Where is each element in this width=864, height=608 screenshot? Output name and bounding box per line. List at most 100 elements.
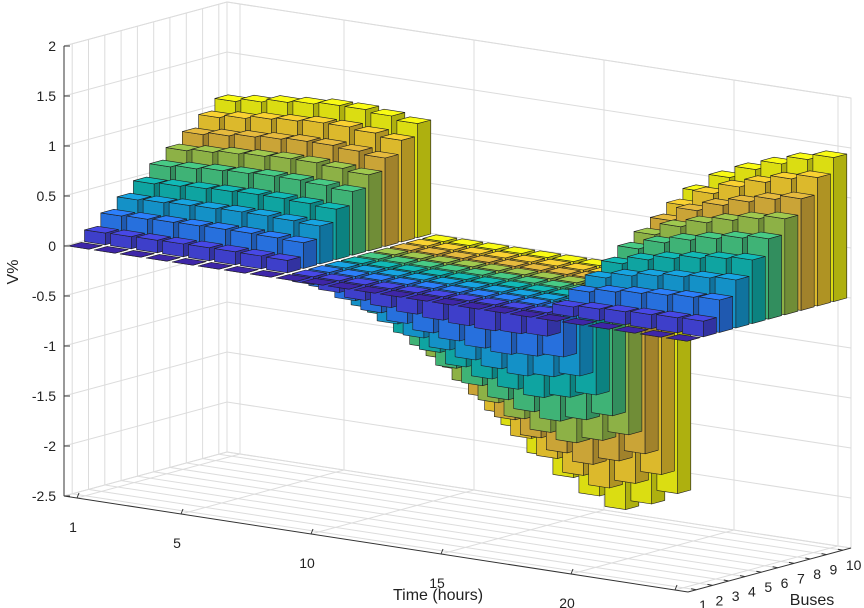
bar-side-face bbox=[352, 187, 366, 256]
bar-top-face bbox=[256, 230, 292, 239]
bar-top-face bbox=[263, 191, 298, 199]
bar-top-face bbox=[126, 212, 161, 220]
bar bbox=[223, 266, 259, 274]
y-tick-mark bbox=[821, 553, 827, 556]
y-tick-label: 2 bbox=[715, 592, 723, 608]
bar bbox=[613, 326, 649, 334]
bar-top-face bbox=[415, 247, 451, 255]
bar-top-face bbox=[562, 262, 597, 271]
bar-top-face bbox=[194, 201, 230, 210]
bar-top-face bbox=[467, 255, 503, 263]
bar-top-face bbox=[493, 259, 529, 267]
x-axis-line bbox=[63, 495, 689, 593]
bar-top-face bbox=[240, 249, 275, 257]
bar-side-face bbox=[800, 194, 815, 311]
bar-top-face bbox=[474, 297, 509, 306]
x-tick-label: 20 bbox=[559, 595, 575, 608]
bar-top-face bbox=[490, 293, 526, 301]
bar-top-face bbox=[561, 318, 597, 326]
bar bbox=[665, 334, 701, 342]
y-axis-label: Buses bbox=[790, 592, 834, 608]
z-tick-label: -1.5 bbox=[32, 388, 56, 404]
bar-top-face bbox=[373, 247, 409, 256]
bar-top-face bbox=[185, 181, 220, 189]
bar-top-face bbox=[497, 280, 532, 288]
z-tick-label: 0.5 bbox=[37, 188, 57, 204]
bar-top-face bbox=[500, 301, 535, 310]
x-tick-label: 1 bbox=[69, 519, 77, 535]
bar-top-face bbox=[201, 163, 236, 172]
gridline-z bbox=[63, 401, 852, 499]
x-tick-mark bbox=[76, 492, 80, 499]
bar-top-face bbox=[162, 237, 197, 245]
bar-top-face bbox=[682, 314, 717, 322]
z-tick-label: 1.5 bbox=[37, 88, 57, 104]
bar-top-face bbox=[230, 226, 266, 234]
bar-top-face bbox=[656, 310, 691, 319]
bar-top-face bbox=[431, 298, 467, 306]
bar-top-face bbox=[302, 115, 337, 124]
bar-top-face bbox=[513, 276, 548, 284]
y-tick-label: 6 bbox=[781, 575, 789, 591]
bar-top-face bbox=[412, 281, 448, 289]
bar bbox=[509, 310, 545, 318]
bar bbox=[483, 306, 519, 314]
bar-top-face bbox=[812, 150, 848, 158]
bar-top-face bbox=[298, 218, 334, 227]
bar bbox=[353, 286, 389, 294]
bar-top-face bbox=[457, 302, 493, 310]
bar-top-face bbox=[526, 250, 562, 258]
bar-top-face bbox=[178, 218, 213, 227]
bar-top-face bbox=[396, 116, 432, 124]
y-axis-line bbox=[687, 547, 852, 593]
bar-top-face bbox=[552, 254, 588, 262]
bar bbox=[405, 294, 441, 302]
bar bbox=[578, 301, 613, 322]
bar-side-face bbox=[719, 296, 734, 333]
bar-top-face bbox=[159, 179, 194, 187]
bar-top-face bbox=[435, 264, 470, 272]
bar-top-face bbox=[500, 246, 536, 254]
y-tick-label: 5 bbox=[764, 579, 772, 595]
bar-top-face bbox=[347, 167, 383, 176]
bar-top-face bbox=[367, 260, 402, 268]
y-tick-label: 3 bbox=[732, 588, 740, 604]
y-tick-mark bbox=[805, 557, 811, 560]
bar-top-face bbox=[441, 251, 477, 259]
bar-top-face bbox=[353, 286, 389, 294]
bar-top-face bbox=[422, 289, 457, 298]
bar-top-face bbox=[386, 277, 422, 285]
bar-top-face bbox=[461, 268, 496, 276]
bar-top-face bbox=[796, 170, 831, 178]
bar-top-face bbox=[217, 146, 253, 155]
z-tick-label: 0 bbox=[48, 238, 56, 254]
bar-top-face bbox=[510, 254, 545, 263]
bar-top-face bbox=[519, 263, 555, 271]
bar bbox=[561, 318, 597, 326]
bar-top-face bbox=[458, 246, 493, 255]
z-tick-label: -2.5 bbox=[32, 488, 56, 504]
bar-top-face bbox=[360, 273, 396, 281]
bar-top-face bbox=[259, 132, 295, 140]
bar-top-face bbox=[714, 272, 750, 281]
bar-top-face bbox=[539, 280, 574, 288]
bar-top-face bbox=[763, 211, 799, 220]
bar-top-face bbox=[545, 267, 581, 275]
bar-top-face bbox=[243, 149, 279, 157]
z-tick-label: -1 bbox=[44, 338, 57, 354]
y-tick-label: 8 bbox=[813, 566, 821, 582]
bar-top-face bbox=[532, 292, 568, 301]
y-tick-mark bbox=[739, 575, 746, 578]
bar-top-face bbox=[613, 326, 649, 334]
bar-top-face bbox=[305, 178, 340, 186]
bar-top-face bbox=[731, 252, 766, 261]
bar-top-face bbox=[315, 202, 350, 210]
bar-top-face bbox=[451, 259, 487, 268]
bar-top-face bbox=[425, 255, 461, 264]
bar-top-face bbox=[295, 155, 331, 164]
bar-top-face bbox=[269, 151, 305, 160]
bar-top-face bbox=[344, 277, 379, 286]
z-tick-label: -0.5 bbox=[32, 288, 56, 304]
y-tick-mark bbox=[756, 570, 762, 573]
y-tick-label: 1 bbox=[699, 597, 707, 608]
